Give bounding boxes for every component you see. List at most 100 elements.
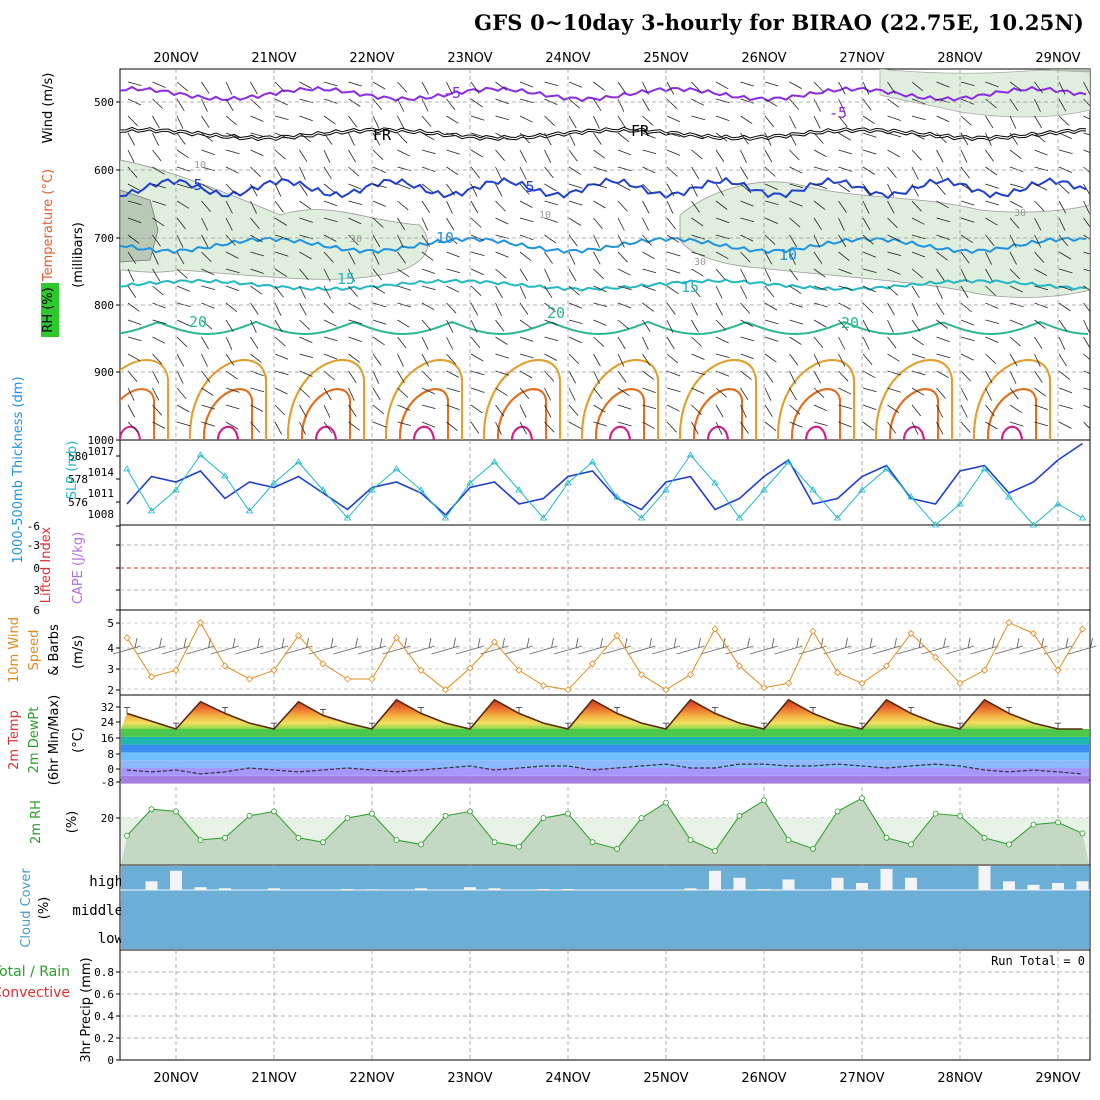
- wind-barb: [225, 132, 240, 139]
- wind-barb: [936, 183, 946, 195]
- slp-point: [441, 514, 450, 521]
- wind-barb: [201, 81, 210, 94]
- wind-barb: [568, 336, 582, 344]
- rh-point: [124, 832, 130, 839]
- wind-barb: [593, 217, 603, 230]
- rh-point: [369, 810, 375, 817]
- wind-barb: [1058, 149, 1073, 154]
- contour-35: [805, 425, 827, 440]
- wind-barb: [323, 115, 336, 125]
- wind-barb: [960, 234, 973, 244]
- wind-barb: [911, 319, 921, 332]
- contour-10: [120, 236, 1087, 255]
- wind-barb: [960, 319, 975, 326]
- wind-barb: [470, 149, 484, 158]
- wind-barb: [446, 166, 459, 176]
- wind-barb: [1058, 81, 1066, 95]
- temp-tick: 24: [101, 716, 115, 729]
- wind-tick: 4: [107, 642, 114, 655]
- wind-barb: [593, 302, 608, 307]
- wind-barb: [936, 421, 944, 435]
- wind-barb: [372, 149, 384, 160]
- wind-barb: [446, 302, 457, 314]
- wind-barb: [250, 268, 264, 274]
- wind-barb: [544, 387, 552, 401]
- wind-barb: [568, 166, 582, 175]
- wind-point: [711, 625, 719, 633]
- wind-barb: [936, 336, 950, 343]
- slp-point: [1005, 493, 1013, 500]
- wind-barb: [715, 132, 728, 142]
- li-tick: 6: [33, 604, 40, 617]
- wind-barb: [764, 132, 772, 146]
- wind-barb: [666, 183, 675, 197]
- wind-barb: [985, 251, 992, 265]
- barb10: [872, 645, 901, 655]
- wind-barb: [470, 387, 485, 393]
- wind-barb: [421, 268, 436, 274]
- contour-30: [888, 388, 939, 440]
- wind-barb: [568, 98, 580, 109]
- wind-point: [1054, 666, 1062, 674]
- barb10-flag: [1090, 637, 1093, 649]
- wind-barb: [568, 149, 578, 162]
- slp-tick: 1017: [88, 445, 115, 458]
- wind-barb: [617, 404, 632, 410]
- wind-barb: [397, 234, 404, 248]
- wind-barb: [887, 421, 897, 434]
- wind-barb: [421, 404, 436, 409]
- wind-barb: [127, 285, 137, 298]
- wind-barb: [1058, 404, 1073, 410]
- wind-barb: [519, 404, 527, 418]
- wind-barb: [274, 319, 283, 333]
- wind-barb: [421, 387, 435, 395]
- wind-barb: [911, 234, 926, 240]
- slp-point: [711, 479, 719, 486]
- wind-barb: [838, 98, 845, 112]
- wind-barb: [642, 81, 649, 95]
- wind-barb: [789, 353, 799, 366]
- wind-barb: [642, 302, 654, 312]
- wind-barb: [470, 404, 483, 414]
- wind-barb: [519, 200, 533, 208]
- slp-point: [294, 458, 303, 465]
- barb10: [553, 645, 583, 655]
- cloud-bar: [1076, 881, 1089, 891]
- wind-barb: [1034, 302, 1048, 309]
- wind-barb: [495, 149, 506, 161]
- cloud-bar: [856, 883, 868, 890]
- barb10-flag: [624, 637, 628, 649]
- wind-barb: [446, 353, 457, 365]
- wind-barb: [544, 217, 558, 223]
- wind-barb: [421, 285, 436, 291]
- wind-point: [221, 662, 229, 670]
- rh-point: [246, 812, 253, 819]
- rh-point: [663, 799, 669, 806]
- wind-barb: [985, 268, 993, 282]
- wind-barb: [911, 421, 919, 435]
- wind-barb: [691, 404, 702, 415]
- thickness-tick: 576: [68, 496, 88, 509]
- cloud-bar: [219, 888, 231, 891]
- wind-barb: [691, 353, 705, 360]
- wind-barb: [887, 200, 895, 214]
- wind-barb: [789, 404, 801, 415]
- wind-barb: [544, 353, 558, 361]
- wind-barb: [1058, 98, 1067, 112]
- wind-ylabel-b: Speed: [27, 630, 42, 671]
- wind-barb: [446, 81, 453, 95]
- wind-barb: [201, 285, 216, 290]
- contour-25: [286, 359, 365, 440]
- wind-barb: [397, 200, 409, 211]
- wind-barb: [250, 200, 257, 214]
- wind-point: [539, 681, 548, 690]
- wind-barb: [764, 115, 775, 128]
- wind-point: [882, 662, 891, 670]
- wind-barb: [323, 81, 338, 87]
- wind-barb: [225, 234, 236, 246]
- wind-barb: [397, 268, 410, 278]
- wind-barb: [911, 149, 922, 161]
- wind-point: [466, 664, 474, 672]
- wind-barb: [470, 81, 480, 94]
- wind-barb: [789, 81, 802, 89]
